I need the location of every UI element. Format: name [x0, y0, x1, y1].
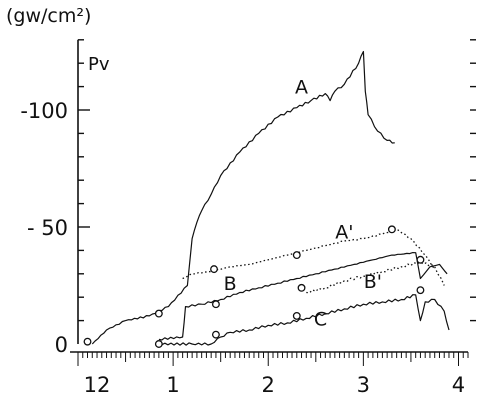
curve-label: A	[295, 77, 308, 99]
series-a-line	[91, 50, 395, 345]
curve-label: B'	[364, 271, 382, 293]
data-point-circle	[211, 330, 220, 339]
data-point-circle	[416, 255, 425, 264]
x-tick-label: 3	[357, 373, 370, 397]
data-point-circle	[154, 309, 163, 318]
data-point-circle	[297, 283, 306, 292]
x-tick-label: 2	[262, 373, 275, 397]
data-point-circle	[83, 337, 92, 346]
y-tick-label: - 50	[27, 216, 68, 240]
x-tick-label: 4	[452, 373, 465, 397]
y-tick-label: 0	[55, 333, 68, 357]
data-point-circle	[292, 251, 301, 260]
curve-label: C	[314, 308, 327, 330]
x-tick-label: 1	[166, 373, 179, 397]
unit-label: (gw/cm²)	[6, 5, 91, 27]
data-point-circle	[154, 340, 163, 348]
data-point-circle	[387, 225, 396, 234]
x-tick-label: 12	[84, 373, 111, 397]
markers	[83, 225, 425, 348]
data-point-circle	[292, 311, 301, 320]
series-c-line	[158, 294, 450, 346]
series-a-prime-line	[182, 228, 436, 280]
curve-labels: A A' B B' C	[224, 77, 382, 331]
curves	[91, 50, 450, 346]
data-point-circle	[211, 300, 220, 309]
curve-label: A'	[335, 222, 353, 244]
data-point-circle	[210, 265, 218, 274]
series-b-line	[158, 252, 448, 341]
data-point-circle	[416, 286, 425, 295]
y-tick-label: -100	[20, 99, 68, 123]
series-b-prime-line	[306, 261, 445, 294]
y-axis-label: Pv	[88, 54, 110, 75]
curve-label: B	[224, 273, 237, 295]
